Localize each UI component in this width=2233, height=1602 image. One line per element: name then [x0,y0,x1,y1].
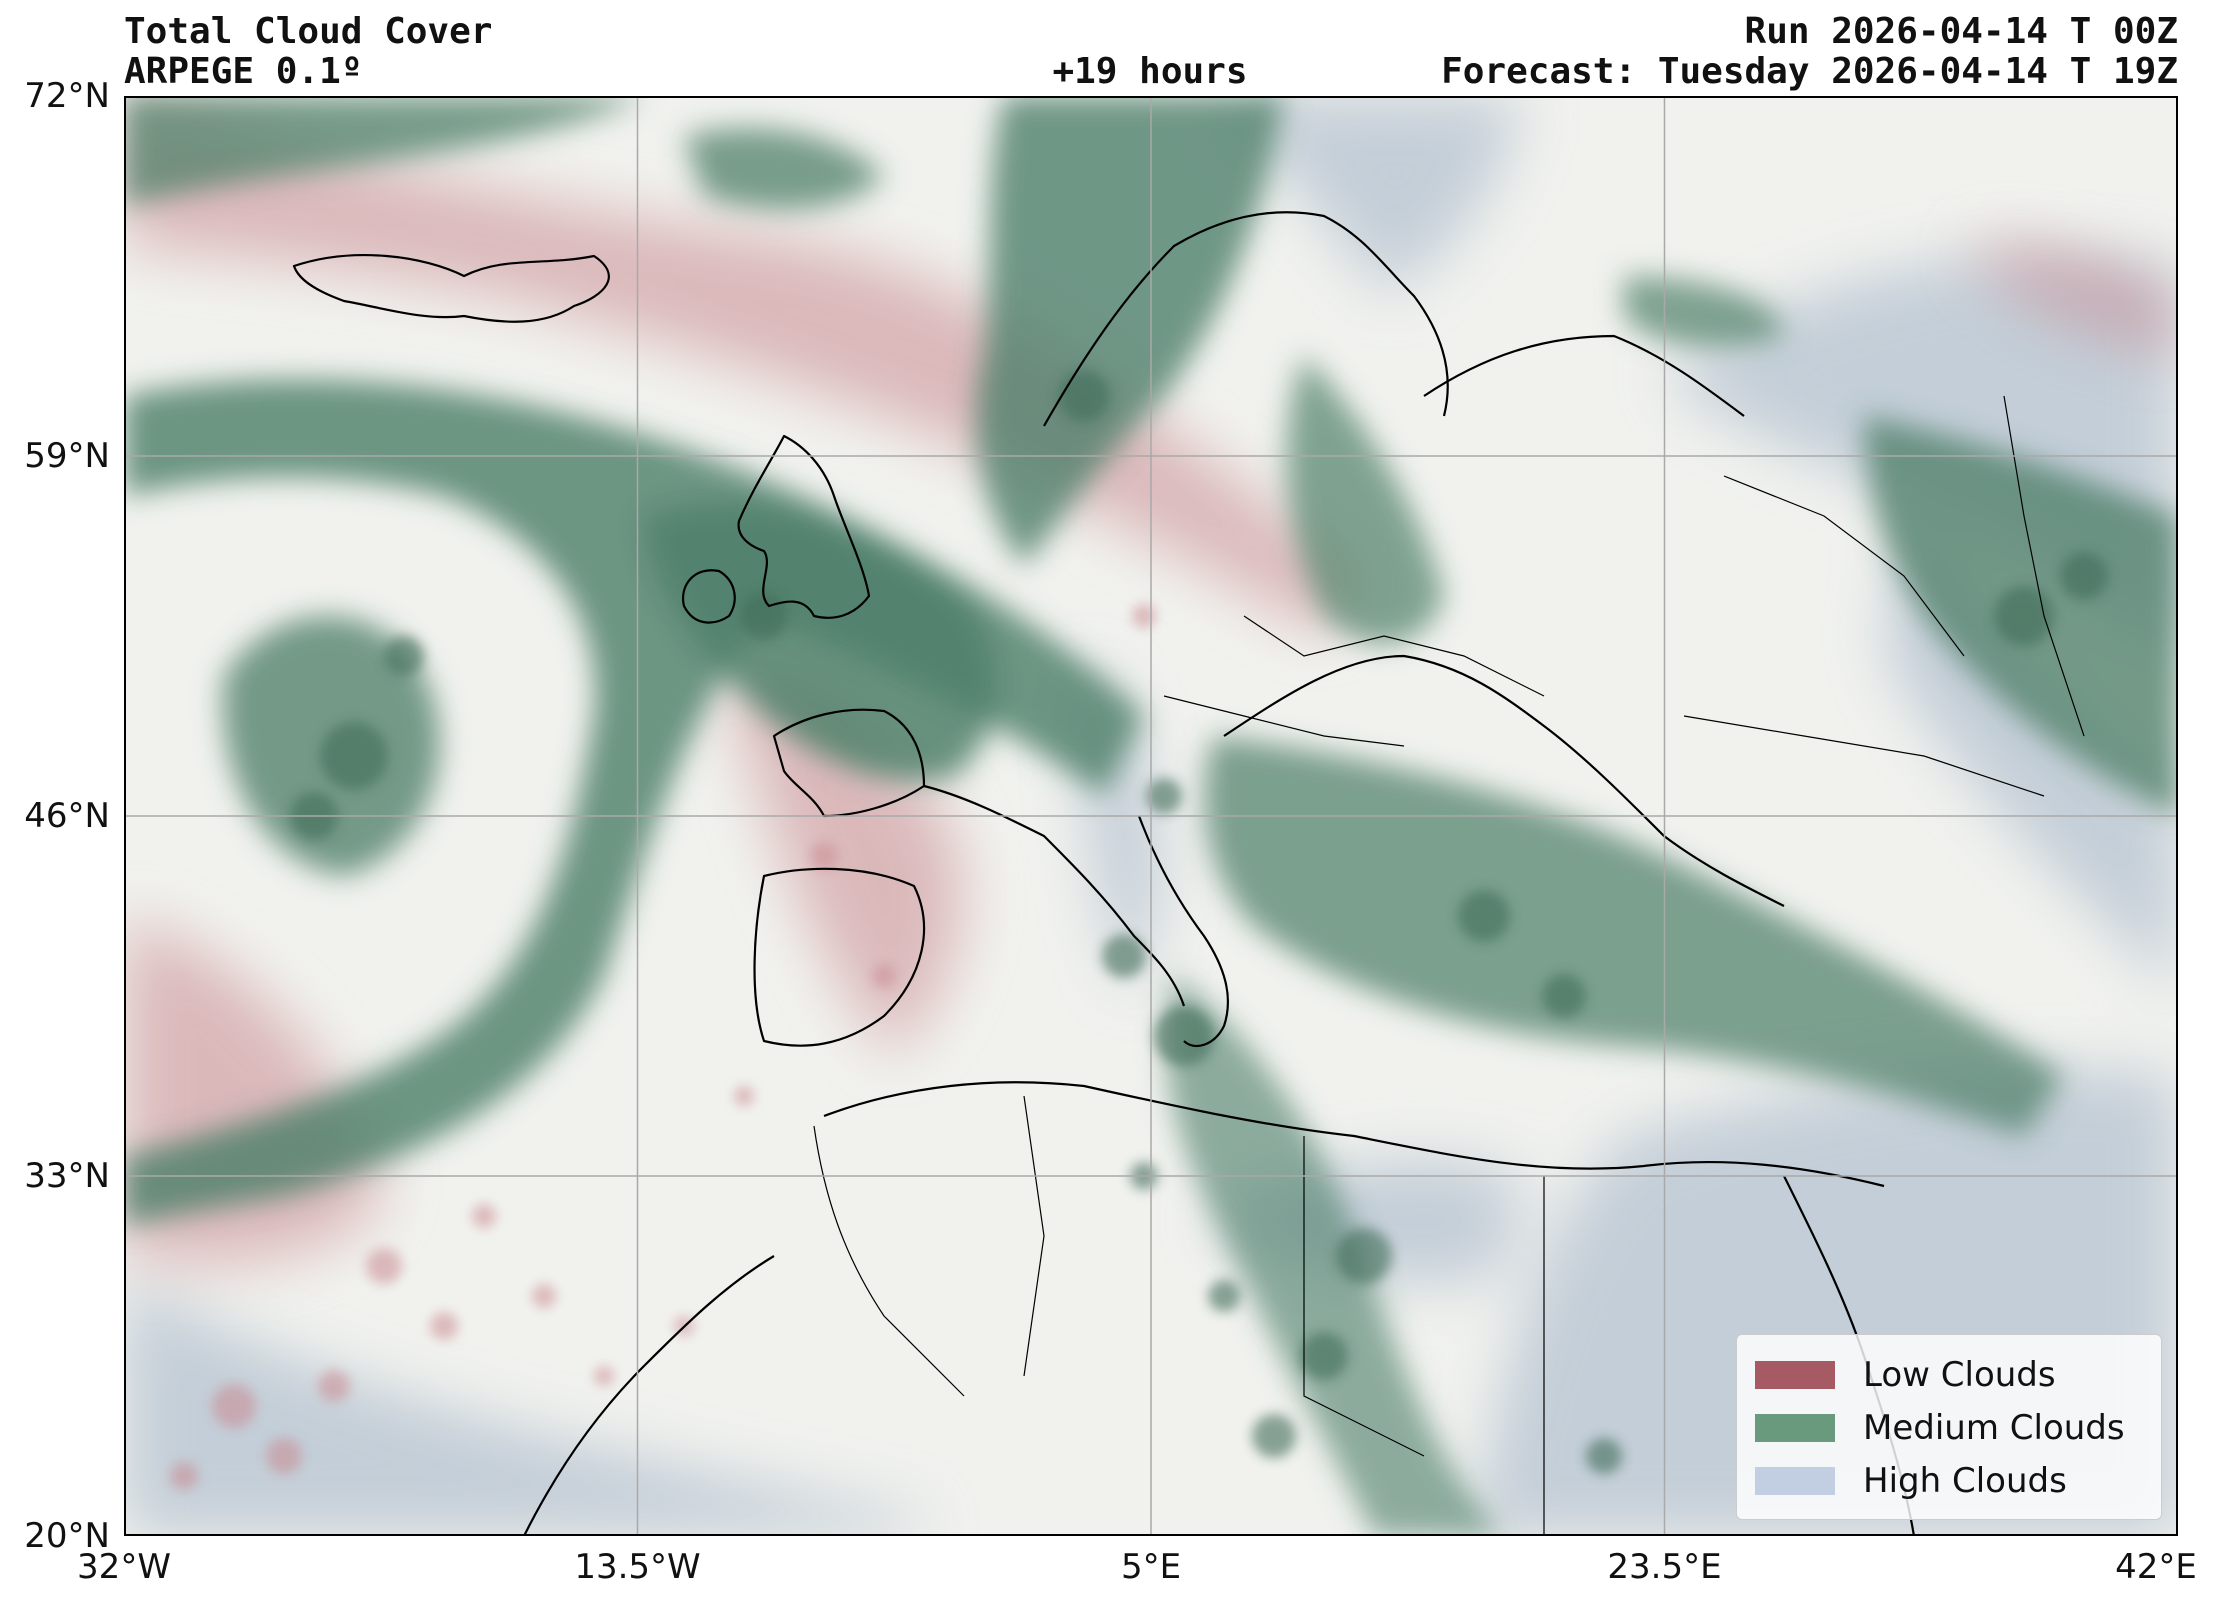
high-clouds-swatch [1755,1467,1835,1495]
lon-label-5e: 5°E [1120,1547,1182,1587]
italy-coast [1137,815,1229,1048]
low-clouds-speckles [170,604,1156,1490]
cloud-cover-map [124,96,2178,1536]
iceland-outline [292,254,610,323]
balkan-coast [1223,654,1785,907]
north-africa-coast [823,1081,1885,1188]
west-africa-coast [523,1255,775,1536]
scandinavia-coast [1043,211,1449,427]
map-legend: Low Clouds Medium Clouds High Clouds [1736,1334,2162,1520]
lon-label-32w: 32°W [77,1547,171,1587]
ligurian-coast [923,784,1186,1007]
legend-label: Low Clouds [1863,1355,2056,1395]
lat-label-72n: 72°N [24,76,110,116]
lead-time: +19 hours [1052,51,1248,92]
lat-label-33n: 33°N [24,1156,110,1196]
lat-label-20n: 20°N [24,1516,110,1556]
medium-clouds-swatch [1755,1414,1835,1442]
lon-label-42e: 42°E [2115,1547,2197,1587]
lat-label-46n: 46°N [24,796,110,836]
model-name: ARPEGE 0.1º [124,51,363,92]
map-title: Total Cloud Cover [124,11,493,52]
country-borders [813,395,2085,1536]
lon-label-13-5w: 13.5°W [574,1547,701,1587]
iberia-outline [753,867,926,1047]
map-panel [124,96,2178,1536]
lat-label-59n: 59°N [24,436,110,476]
coastlines [292,211,1916,1536]
baltic-coast [1423,334,1745,417]
graticule [124,96,2178,1536]
legend-item-medium: Medium Clouds [1755,1408,2125,1448]
france-coast [772,708,926,818]
legend-label: High Clouds [1863,1461,2067,1501]
low-clouds-swatch [1755,1361,1835,1389]
legend-item-high: High Clouds [1755,1461,2067,1501]
run-time: Run 2026-04-14 T 00Z [1744,11,2178,52]
map-border [124,96,2178,1536]
medium-clouds-cores [290,370,2108,1474]
valid-time: Forecast: Tuesday 2026-04-14 T 19Z [1441,51,2178,92]
legend-item-low: Low Clouds [1755,1355,2056,1395]
legend-label: Medium Clouds [1863,1408,2125,1448]
great-britain-outline [737,434,871,619]
lon-label-23-5e: 23.5°E [1607,1547,1722,1587]
ireland-outline [681,569,736,624]
